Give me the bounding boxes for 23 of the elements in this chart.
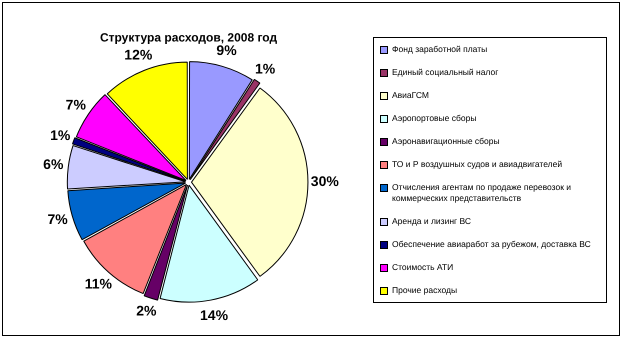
data-label: 6%: [43, 156, 64, 172]
legend-label: Аэропортовые сборы: [392, 113, 476, 124]
data-label: 1%: [50, 126, 71, 143]
chart-title: Структура расходов, 2008 год: [100, 30, 278, 45]
legend-label: Аренда и лизинг ВС: [392, 216, 472, 227]
data-label: 11%: [84, 275, 113, 292]
data-label: 2%: [136, 302, 158, 319]
legend-label: Аэронавигационные сборы: [392, 136, 500, 147]
data-label: 1%: [254, 60, 276, 76]
data-label: 7%: [66, 96, 86, 112]
data-label: 7%: [47, 211, 68, 228]
data-label: 9%: [216, 42, 238, 58]
legend-label: Отчисления агентам по продаже перевозок и коммерческих представительств: [392, 182, 572, 204]
legend-label: ТО и Р воздушных судов и авиадвигателей: [392, 159, 562, 170]
legend-label: АвиаГСМ: [392, 90, 430, 101]
data-label: 14%: [200, 306, 229, 323]
legend-label: Единый социальный налог: [392, 67, 498, 78]
legend-label: Прочие расходы: [392, 285, 458, 296]
legend-label: Стоимость АТИ: [392, 262, 454, 273]
legend-label: Обеспечение авиаработ за рубежом, доставка ВС: [392, 239, 591, 250]
legend-label: Фонд заработной платы: [392, 44, 488, 55]
data-label: 30%: [310, 173, 340, 190]
data-label: 12%: [124, 46, 153, 62]
